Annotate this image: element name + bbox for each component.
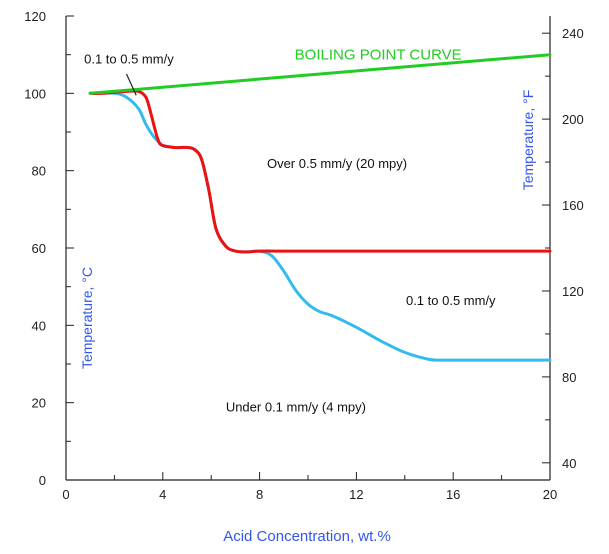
x-tick-label: 4 [159,487,166,502]
annotation-pointer-line [125,73,137,96]
annotation-group: 0.1 to 0.5 mm/y Over 0.5 mm/y (20 mpy) 0.1… [84,47,496,415]
y-tick-label-right: 200 [562,112,584,127]
y-tick-label-right: 160 [562,198,584,213]
x-tick-label: 20 [543,487,557,502]
y-tick-label-left: 0 [39,473,46,488]
y-tick-label-right: 80 [562,370,576,385]
y-axis-label-left: Temperature, °C [79,267,95,369]
blue-corrosion-curve [88,91,552,362]
y-tick-label-left: 40 [32,318,46,333]
y-tick-label-right: 120 [562,284,584,299]
x-tick-label: 16 [446,487,460,502]
region-annotation: 0.1 to 0.5 mm/y [406,293,496,308]
x-tick-label: 12 [349,487,363,502]
y-tick-label-left: 20 [32,396,46,411]
y-tick-label-right: 40 [562,456,576,471]
x-axis-label: Acid Concentration, wt.% [223,528,391,545]
red-corrosion-curve [88,89,552,254]
region-annotation: Over 0.5 mm/y (20 mpy) [267,156,407,171]
region-annotation: 0.1 to 0.5 mm/y [84,52,174,67]
y-tick-label-left: 80 [32,164,46,179]
boiling-curve-label: BOILING POINT CURVE [295,47,462,64]
y-tick-label-left: 60 [32,241,46,256]
region-annotation: Under 0.1 mm/y (4 mpy) [226,400,366,415]
series-group [88,53,552,362]
y-tick-label-left: 120 [24,9,46,24]
y-tick-label-right: 240 [562,26,584,41]
x-tick-label: 0 [62,487,69,502]
y-tick-label-left: 100 [24,86,46,101]
x-tick-label: 8 [256,487,263,502]
y-axis-label-right: Temperature, °F [520,90,536,191]
